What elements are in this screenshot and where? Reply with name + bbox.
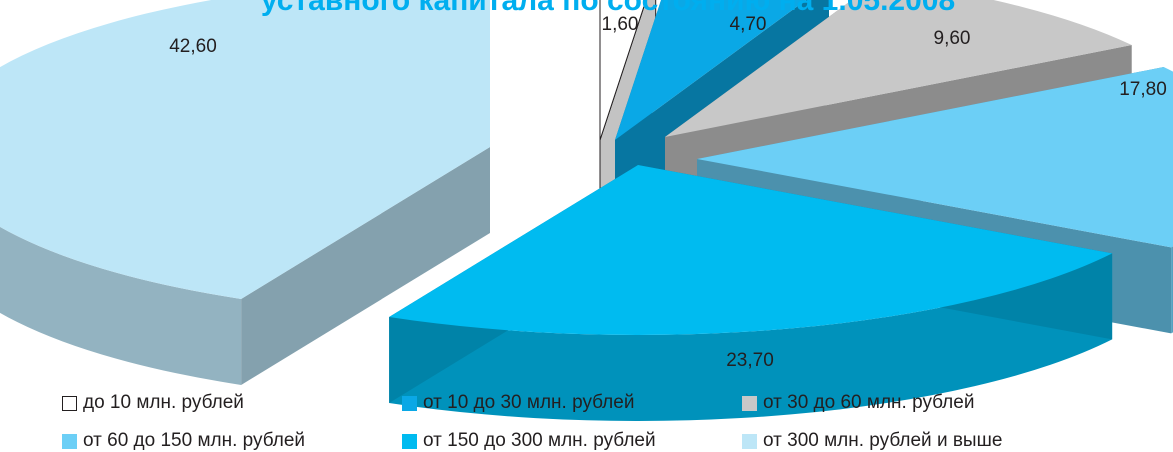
- pie-slice-6: [0, 0, 490, 385]
- pie-slice-5-top: [389, 165, 1113, 336]
- pie-slice-6-face-start: [241, 147, 490, 385]
- data-label-4: 17,80: [1119, 79, 1167, 100]
- pie-slice-5: [389, 165, 1113, 422]
- legend-label-1: до 10 млн. рублей: [83, 392, 244, 413]
- legend-label-2: от 10 до 30 млн. рублей: [423, 392, 635, 413]
- pie-slices: [0, 0, 1173, 422]
- legend-label-5: от 150 до 300 млн. рублей: [423, 430, 656, 451]
- legend-item-1: до 10 млн. рублей: [62, 392, 244, 414]
- legend-swatch-5: [402, 433, 417, 449]
- data-labels: 1,60 4,70 9,60 17,80 23,70 42,60: [169, 14, 1167, 371]
- data-label-1: 1,60: [602, 14, 639, 35]
- pie-slice-6-top: [0, 0, 490, 299]
- legend-swatch-1: [62, 395, 77, 411]
- pie-slice-5-side: [389, 253, 1113, 422]
- legend: до 10 млн. рублей от 10 до 30 млн. рублей…: [0, 384, 1173, 452]
- legend-item-2: от 10 до 30 млн. рублей: [402, 392, 634, 414]
- legend-item-6: от 300 млн. рублей и выше: [742, 430, 1002, 452]
- pie-slice-6-side: [0, 226, 242, 385]
- pie-slice-3-top: [665, 0, 1132, 137]
- legend-item-5: от 150 до 300 млн. рублей: [402, 430, 656, 452]
- pie-slice-4-top: [697, 67, 1173, 248]
- legend-swatch-6: [742, 433, 757, 449]
- legend-swatch-4: [62, 433, 77, 449]
- pie-slice-1-top: [599, 0, 647, 141]
- legend-label-4: от 60 до 150 млн. рублей: [83, 430, 306, 451]
- legend-label-6: от 300 млн. рублей и выше: [763, 430, 1003, 451]
- legend-swatch-3: [742, 395, 757, 411]
- legend-swatch-2: [402, 395, 417, 411]
- data-label-3: 9,60: [934, 28, 971, 49]
- chart-title: уставного капитала по состоянию на 1.05.…: [261, 0, 955, 17]
- legend-item-3: от 30 до 60 млн. рублей: [742, 392, 974, 414]
- legend-label-3: от 30 до 60 млн. рублей: [763, 392, 975, 413]
- data-label-6: 42,60: [169, 36, 217, 57]
- data-label-2: 4,70: [730, 14, 767, 35]
- pie-slice-2-top: [615, 0, 807, 140]
- legend-item-4: от 60 до 150 млн. рублей: [62, 430, 305, 452]
- data-label-5: 23,70: [726, 350, 774, 371]
